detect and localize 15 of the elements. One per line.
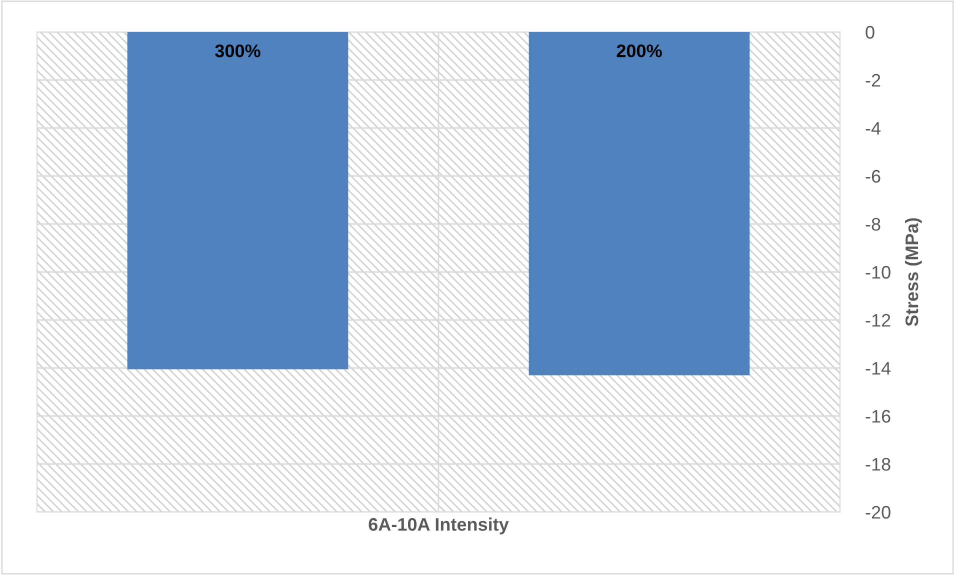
y-tick-label: -8	[866, 218, 880, 231]
y-tick-label: -20	[866, 506, 890, 519]
y-tick-label: -18	[866, 458, 890, 471]
x-tick-label: 300%	[215, 44, 260, 58]
y-tick-label: -12	[866, 314, 890, 327]
y-tick-label: -16	[866, 410, 890, 423]
y-tick-label: -10	[866, 266, 890, 279]
y-tick-label: -2	[866, 74, 880, 87]
y-axis-title: Stress (MPa)	[904, 218, 922, 326]
y-tick-label: -6	[866, 170, 880, 183]
y-tick-label: -4	[866, 122, 881, 135]
y-tick-label: 0	[866, 26, 874, 39]
y-tick-label: -14	[866, 362, 891, 375]
x-axis-title: 6A-10A Intensity	[368, 518, 509, 534]
x-tick-label: 200%	[616, 44, 662, 58]
